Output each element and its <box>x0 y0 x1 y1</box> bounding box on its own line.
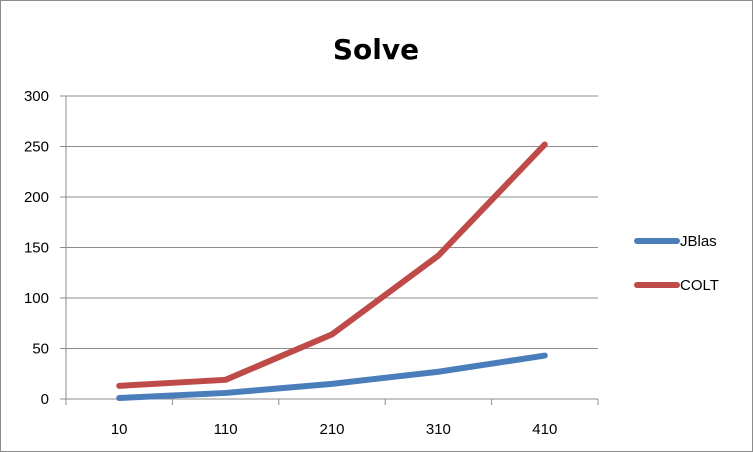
chart-title: Solve <box>333 33 419 66</box>
x-tick-label: 410 <box>532 421 557 438</box>
y-tick-label: 50 <box>32 341 49 358</box>
x-tick-label: 10 <box>111 421 128 438</box>
y-tick-label: 250 <box>24 139 49 156</box>
series-line-jblas <box>116 352 548 401</box>
y-tick-label: 300 <box>24 88 49 105</box>
legend-label: JBlas <box>680 233 717 250</box>
legend-label: COLT <box>680 277 719 294</box>
series-line-colt <box>116 141 548 389</box>
y-tick-label: 150 <box>24 240 49 257</box>
y-tick-label: 200 <box>24 189 49 206</box>
x-tick-label: 310 <box>426 421 451 438</box>
legend: JBlas COLT <box>634 233 719 294</box>
y-tick-label: 0 <box>41 391 49 408</box>
y-tick-label: 100 <box>24 290 49 307</box>
gridlines <box>66 95 598 349</box>
series-lines <box>116 141 548 401</box>
x-tick-label: 210 <box>319 421 344 438</box>
y-tick-labels: 0 50 100 150 200 250 300 <box>24 88 49 408</box>
x-tick-labels: 10 110 210 310 410 <box>111 421 557 438</box>
x-tick-label: 110 <box>214 421 238 438</box>
